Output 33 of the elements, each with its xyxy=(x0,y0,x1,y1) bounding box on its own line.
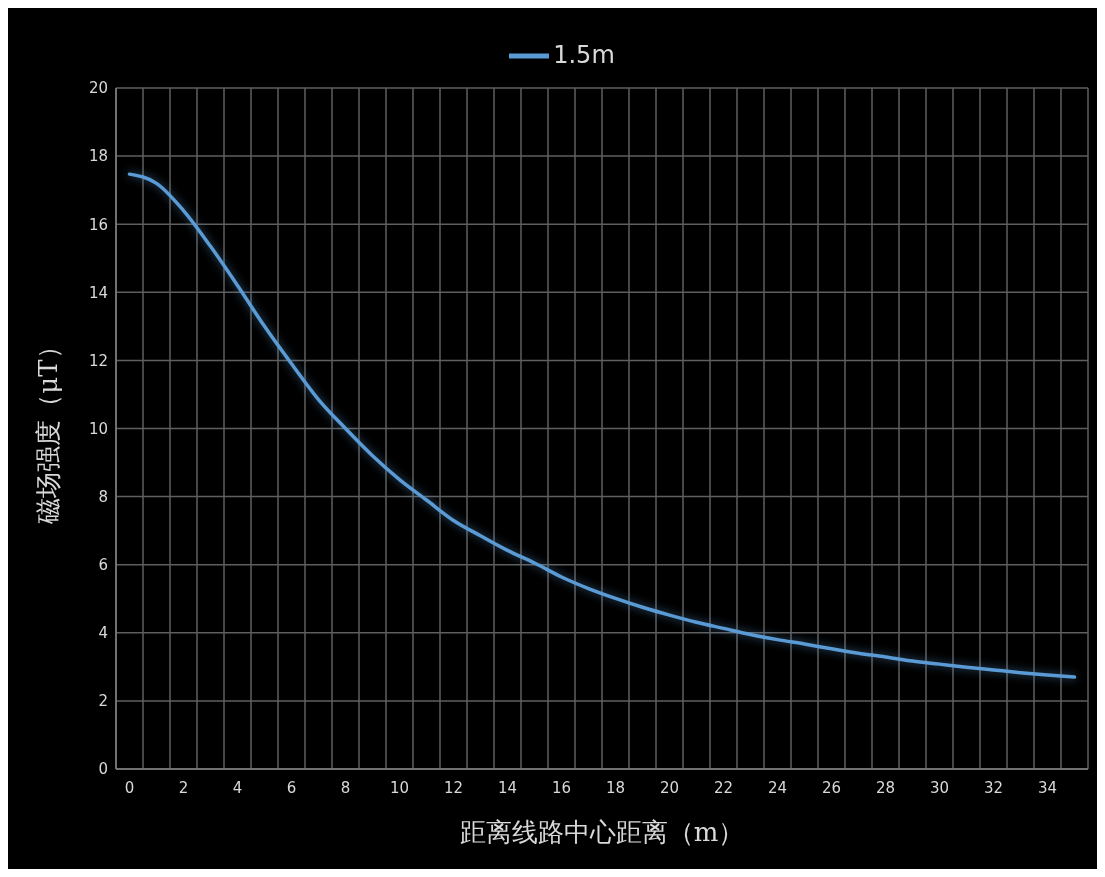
x-tick-label: 22 xyxy=(713,779,734,797)
y-tick-label: 8 xyxy=(98,487,108,506)
x-tick-label: 26 xyxy=(821,779,842,797)
y-tick-label: 10 xyxy=(88,419,108,438)
y-tick-label: 16 xyxy=(88,215,108,234)
y-tick-label: 12 xyxy=(88,351,108,370)
x-tick-label: 28 xyxy=(875,779,896,797)
y-tick-label: 0 xyxy=(98,760,108,779)
y-tick-label: 4 xyxy=(98,624,108,643)
y-axis-title: 磁场强度（μT） xyxy=(33,333,64,525)
x-tick-label: 30 xyxy=(929,779,950,797)
y-tick-label: 18 xyxy=(88,147,108,166)
x-tick-label: 14 xyxy=(497,779,518,797)
y-tick-label: 6 xyxy=(98,556,108,575)
x-tick-label: 12 xyxy=(443,779,464,797)
x-tick-label: 18 xyxy=(605,779,626,797)
x-tick-label: 0 xyxy=(124,779,135,797)
x-axis-title: 距离线路中心距离（m） xyxy=(459,817,745,847)
y-tick-label: 20 xyxy=(88,79,108,98)
x-tick-label: 2 xyxy=(178,779,189,797)
x-tick-label: 8 xyxy=(340,779,351,797)
legend-label: 1.5m xyxy=(553,41,615,69)
x-tick-label: 16 xyxy=(551,779,572,797)
y-tick-label: 2 xyxy=(98,692,108,711)
y-tick-label: 14 xyxy=(88,283,108,302)
x-tick-label: 10 xyxy=(389,779,410,797)
line-series xyxy=(127,172,1077,679)
x-tick-label: 20 xyxy=(659,779,680,797)
x-tick-label: 6 xyxy=(286,779,297,797)
x-tick-label: 4 xyxy=(232,779,243,797)
x-tick-label: 24 xyxy=(767,779,788,797)
x-tick-label: 32 xyxy=(983,779,1004,797)
x-tick-label: 34 xyxy=(1037,779,1058,797)
